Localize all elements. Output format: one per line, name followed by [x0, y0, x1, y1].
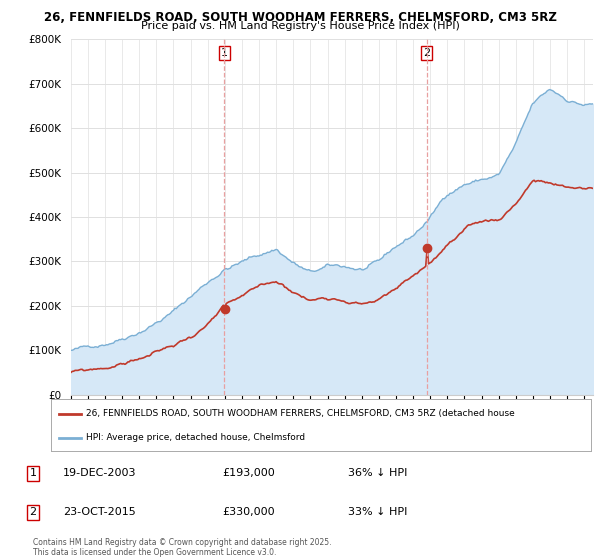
Text: HPI: Average price, detached house, Chelmsford: HPI: Average price, detached house, Chel…	[86, 433, 305, 442]
Text: 1: 1	[221, 48, 227, 58]
Text: 33% ↓ HPI: 33% ↓ HPI	[348, 507, 407, 517]
Text: 1: 1	[29, 468, 37, 478]
Text: 26, FENNFIELDS ROAD, SOUTH WOODHAM FERRERS, CHELMSFORD, CM3 5RZ: 26, FENNFIELDS ROAD, SOUTH WOODHAM FERRE…	[44, 11, 556, 24]
Text: 2: 2	[423, 48, 430, 58]
Text: £330,000: £330,000	[222, 507, 275, 517]
Text: £193,000: £193,000	[222, 468, 275, 478]
Text: 36% ↓ HPI: 36% ↓ HPI	[348, 468, 407, 478]
Text: Price paid vs. HM Land Registry's House Price Index (HPI): Price paid vs. HM Land Registry's House …	[140, 21, 460, 31]
Text: 2: 2	[29, 507, 37, 517]
Text: Contains HM Land Registry data © Crown copyright and database right 2025.
This d: Contains HM Land Registry data © Crown c…	[33, 538, 331, 557]
Text: 26, FENNFIELDS ROAD, SOUTH WOODHAM FERRERS, CHELMSFORD, CM3 5RZ (detached house: 26, FENNFIELDS ROAD, SOUTH WOODHAM FERRE…	[86, 409, 515, 418]
Text: 19-DEC-2003: 19-DEC-2003	[63, 468, 137, 478]
Text: 23-OCT-2015: 23-OCT-2015	[63, 507, 136, 517]
